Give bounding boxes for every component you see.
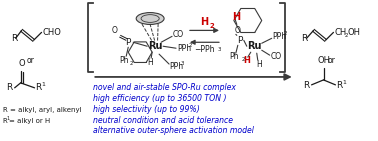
- Text: R: R: [11, 34, 17, 43]
- Text: H: H: [232, 12, 240, 22]
- Text: 2: 2: [189, 43, 192, 48]
- Text: PPh: PPh: [177, 44, 191, 53]
- Text: 2: 2: [210, 23, 215, 29]
- Text: H: H: [256, 60, 262, 69]
- Text: high selectivity (up to 99%): high selectivity (up to 99%): [93, 105, 200, 114]
- Text: O: O: [235, 26, 241, 35]
- Text: CO: CO: [271, 52, 282, 61]
- Text: H: H: [243, 56, 250, 65]
- Text: high efficiency (up to 36500 TON ): high efficiency (up to 36500 TON ): [93, 94, 227, 103]
- Text: 3: 3: [218, 47, 222, 52]
- Text: 2: 2: [344, 33, 348, 38]
- Text: R: R: [3, 118, 8, 125]
- Text: Ph: Ph: [229, 52, 239, 61]
- Text: R: R: [336, 81, 343, 90]
- Text: or: or: [328, 56, 335, 65]
- Text: 2: 2: [242, 57, 245, 62]
- Text: = alkyl or H: = alkyl or H: [9, 118, 50, 125]
- Text: H: H: [200, 17, 208, 27]
- Text: R: R: [36, 83, 42, 92]
- Text: 1: 1: [42, 82, 45, 87]
- Text: CH: CH: [335, 28, 347, 37]
- Text: Ru: Ru: [248, 41, 262, 51]
- Text: R: R: [302, 34, 308, 43]
- Text: O: O: [112, 26, 117, 35]
- Text: R: R: [303, 81, 310, 90]
- Text: alternative outer-sphere activation model: alternative outer-sphere activation mode…: [93, 126, 254, 136]
- Text: PPh: PPh: [273, 32, 287, 41]
- Text: PPh: PPh: [169, 61, 183, 70]
- Ellipse shape: [136, 13, 164, 24]
- Text: 2: 2: [284, 31, 287, 36]
- Text: OH: OH: [317, 56, 330, 65]
- Text: Ru: Ru: [148, 41, 163, 51]
- Text: Ph: Ph: [119, 56, 129, 65]
- Text: P: P: [237, 36, 243, 45]
- Text: −PPh: −PPh: [194, 45, 214, 54]
- Text: CO: CO: [173, 30, 184, 39]
- Text: 2: 2: [129, 61, 133, 66]
- Text: O: O: [18, 59, 25, 68]
- Text: or: or: [26, 56, 34, 65]
- Text: 1: 1: [342, 80, 346, 85]
- Text: 1: 1: [7, 116, 10, 121]
- Text: H: H: [147, 58, 153, 67]
- Text: 3: 3: [181, 61, 184, 66]
- Text: R = alkyl, aryl, alkenyl: R = alkyl, aryl, alkenyl: [3, 107, 81, 113]
- Text: CHO: CHO: [43, 28, 61, 37]
- Text: neutral condition and acid tolerance: neutral condition and acid tolerance: [93, 116, 233, 125]
- Text: P: P: [125, 38, 131, 47]
- Text: R: R: [6, 83, 12, 92]
- Text: novel and air-stable SPO-Ru complex: novel and air-stable SPO-Ru complex: [93, 83, 236, 92]
- Text: OH: OH: [347, 28, 360, 37]
